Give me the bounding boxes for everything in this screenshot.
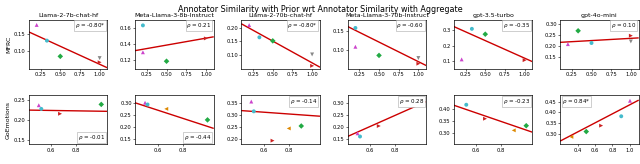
Text: $\rho$ = 0.28: $\rho$ = 0.28: [399, 97, 424, 106]
Point: [296, 125, 307, 127]
Point: [138, 51, 148, 54]
Point: [509, 129, 519, 132]
Point: [353, 132, 363, 135]
Point: [284, 127, 294, 130]
Point: [307, 53, 317, 56]
Text: $\rho$ = -0.80*: $\rho$ = -0.80*: [287, 21, 317, 30]
Text: $\rho$ = -0.14: $\rho$ = -0.14: [290, 97, 317, 106]
Point: [573, 30, 583, 32]
Point: [403, 101, 413, 104]
Point: [95, 57, 105, 59]
Text: $\rho$ = -0.60: $\rho$ = -0.60: [396, 21, 424, 30]
Point: [626, 40, 636, 43]
Point: [374, 54, 384, 57]
Point: [201, 37, 211, 40]
Text: $\rho$ = -0.35: $\rho$ = -0.35: [503, 21, 530, 30]
Point: [596, 124, 606, 127]
Text: $\rho$ = 0.10: $\rho$ = 0.10: [611, 21, 636, 30]
Point: [36, 108, 47, 110]
Point: [42, 39, 52, 42]
Title: Meta-Llama-3-70b-Instruct: Meta-Llama-3-70b-Instruct: [345, 13, 429, 18]
Point: [190, 138, 200, 140]
Point: [138, 24, 148, 27]
Point: [268, 139, 278, 142]
Point: [254, 36, 264, 39]
Point: [626, 34, 636, 37]
Point: [461, 103, 472, 106]
Point: [586, 42, 596, 44]
Point: [96, 103, 106, 106]
Title: Meta-Llama-3-8b-Instruct: Meta-Llama-3-8b-Instruct: [134, 13, 214, 18]
Point: [566, 136, 577, 138]
Text: $\rho$ = 0.21: $\rho$ = 0.21: [186, 21, 211, 30]
Point: [625, 99, 635, 102]
Point: [467, 28, 477, 30]
Point: [161, 108, 172, 110]
Point: [413, 57, 424, 59]
Point: [268, 40, 278, 42]
Point: [55, 55, 65, 58]
Title: gpt-4o-mini: gpt-4o-mini: [581, 13, 618, 18]
Text: Annotator Similarity with Prior wrt Annotator Similarity with Aggregate: Annotator Similarity with Prior wrt Anno…: [178, 5, 462, 14]
Point: [480, 33, 490, 35]
Point: [456, 58, 467, 61]
Title: Llama-2-70b-chat-hf: Llama-2-70b-chat-hf: [248, 13, 312, 18]
Point: [55, 113, 65, 115]
Point: [350, 27, 360, 29]
Point: [374, 125, 384, 127]
Point: [249, 110, 259, 113]
Title: Llama-2-7b-chat-hf: Llama-2-7b-chat-hf: [38, 13, 98, 18]
Point: [480, 117, 490, 120]
Text: $\rho$ = -0.23: $\rho$ = -0.23: [503, 97, 530, 106]
Point: [563, 43, 573, 45]
Point: [140, 102, 150, 104]
Point: [31, 24, 42, 26]
Point: [413, 62, 424, 65]
Point: [350, 45, 360, 48]
Point: [95, 61, 105, 64]
Y-axis label: GoEmotions: GoEmotions: [6, 101, 11, 139]
Point: [307, 64, 317, 67]
Point: [161, 60, 172, 62]
Text: $\rho$ = 0.84*: $\rho$ = 0.84*: [563, 97, 591, 106]
Point: [202, 119, 212, 121]
Point: [84, 138, 94, 140]
Text: $\rho$ = -0.01: $\rho$ = -0.01: [78, 133, 105, 142]
Point: [520, 59, 530, 62]
Point: [246, 100, 257, 103]
Title: gpt-3.5-turbo: gpt-3.5-turbo: [472, 13, 514, 18]
Point: [355, 135, 365, 138]
Point: [521, 124, 531, 127]
Point: [581, 130, 591, 133]
Y-axis label: MFRC: MFRC: [6, 35, 11, 53]
Text: $\rho$ = -0.44: $\rho$ = -0.44: [184, 133, 211, 142]
Text: $\rho$ = -0.80*: $\rho$ = -0.80*: [75, 21, 105, 30]
Point: [244, 24, 254, 26]
Point: [34, 104, 44, 107]
Point: [616, 115, 627, 118]
Point: [143, 103, 153, 106]
